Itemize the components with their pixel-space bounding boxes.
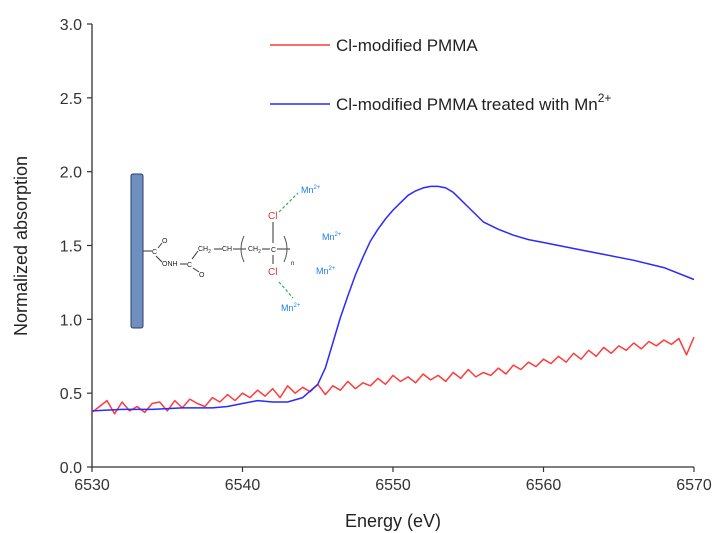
y-axis-title: Normalized absorption — [11, 156, 31, 336]
carbon-atom-label: C — [152, 249, 157, 256]
chemical-structure-inset: C O ONH C O CH2 CH CH2 C n Cl Cl Mn2+ Mn… — [130, 173, 342, 329]
bond-line — [192, 267, 200, 273]
manganese-ion-bottom: Mn2+ — [281, 303, 301, 313]
legend: Cl-modified PMMA Cl-modified PMMA treate… — [270, 36, 611, 114]
series-line-2 — [91, 185, 695, 412]
manganese-ion-right: Mn2+ — [316, 266, 336, 276]
legend-label-series-2: Cl-modified PMMA treated with Mn2+ — [336, 91, 611, 114]
repeat-unit-subscript: n — [291, 261, 294, 267]
chlorine-atom-top: Cl — [268, 211, 277, 222]
carbon-atom-label: C — [271, 247, 276, 254]
y-tick-label: 0.0 — [60, 460, 82, 477]
y-tick-label: 2.0 — [60, 165, 82, 182]
carbon-atom-label: C — [187, 262, 192, 269]
series-layer — [91, 185, 695, 415]
legend-label-series-1: Cl-modified PMMA — [336, 36, 478, 55]
x-tick-label: 6560 — [526, 477, 562, 494]
oxygen-atom-label: O — [162, 238, 168, 245]
coordination-dashed-line — [278, 192, 299, 213]
ch2-group-label: CH2 — [198, 246, 211, 255]
oxygen-atom-label: O — [199, 272, 205, 279]
manganese-ion-mid: Mn2+ — [322, 232, 342, 242]
x-tick-label: 6570 — [676, 477, 712, 494]
left-bracket — [240, 235, 245, 263]
x-tick-label: 6530 — [74, 477, 110, 494]
y-tick-label: 1.0 — [60, 312, 82, 329]
right-bracket — [283, 235, 288, 263]
x-tick-label: 6540 — [225, 477, 261, 494]
y-tick-label: 3.0 — [60, 17, 82, 34]
bond-line — [157, 242, 163, 249]
ch-group-label: CH — [222, 246, 232, 253]
series-line-1 — [91, 336, 695, 415]
legend-label-superscript: 2+ — [598, 91, 612, 105]
y-tick-label: 1.5 — [60, 239, 82, 256]
y-tick-label: 0.5 — [60, 386, 82, 403]
ch2-group-label: CH2 — [248, 246, 261, 255]
x-tick-label: 6550 — [375, 477, 411, 494]
chlorine-atom-bottom: Cl — [268, 267, 277, 278]
bond-line — [191, 250, 199, 260]
manganese-ion-top: Mn2+ — [301, 185, 321, 195]
axis-ticks: 6530 6540 6550 6560 6570 0.0 0.5 1.0 1.5 2.0 2.5 3.… — [60, 17, 712, 494]
onh-group-label: ONH — [162, 261, 178, 268]
coordination-dashed-line — [278, 281, 294, 299]
y-tick-label: 2.5 — [60, 91, 82, 108]
bond-line — [155, 255, 163, 263]
substrate-bar — [130, 173, 144, 329]
x-axis-title: Energy (eV) — [345, 511, 441, 531]
